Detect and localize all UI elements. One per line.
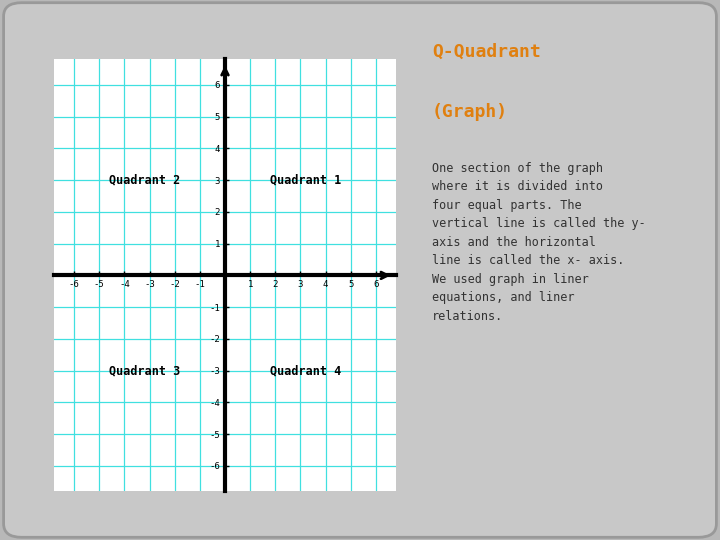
- Text: One section of the graph
where it is divided into
four equal parts. The
vertical: One section of the graph where it is div…: [432, 162, 646, 323]
- Text: Q-Quadrant: Q-Quadrant: [432, 43, 541, 61]
- FancyBboxPatch shape: [4, 3, 716, 537]
- Text: Quadrant 3: Quadrant 3: [109, 364, 180, 377]
- Text: Quadrant 1: Quadrant 1: [270, 173, 341, 187]
- Text: Quadrant 2: Quadrant 2: [109, 173, 180, 187]
- Text: (Graph): (Graph): [432, 103, 508, 120]
- Text: Quadrant 4: Quadrant 4: [270, 364, 341, 377]
